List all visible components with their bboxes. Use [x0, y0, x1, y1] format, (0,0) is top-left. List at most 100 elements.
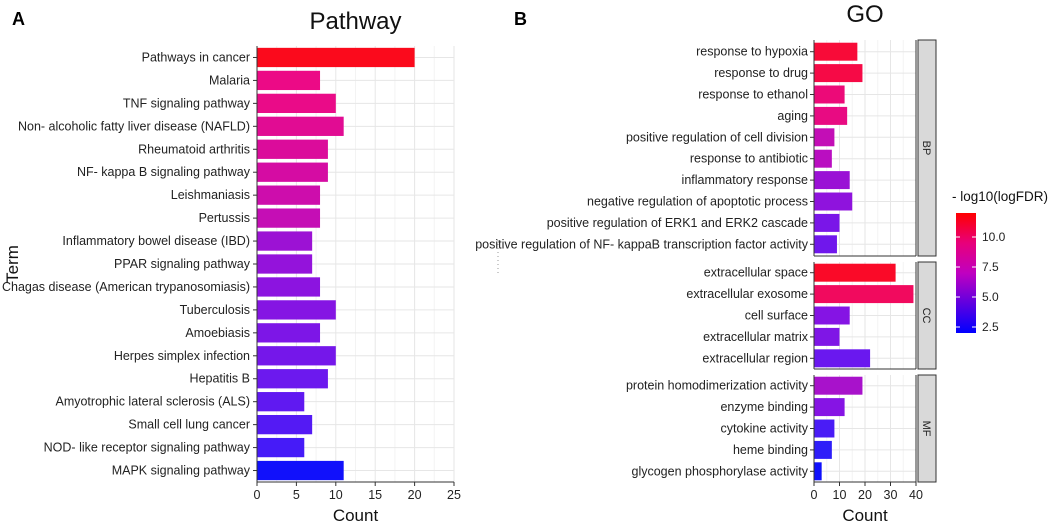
go-bar [814, 213, 840, 232]
pathway-term-label: NOD- like receptor signaling pathway [44, 441, 251, 455]
pathway-term-label: Chagas disease (American trypanosomiasis… [2, 280, 250, 294]
go-bar [814, 171, 850, 190]
go-facet-cc: extracellular space extracellular exosome… [686, 261, 937, 370]
pathway-bar [257, 369, 328, 389]
pathway-term-label: Inflammatory bowel disease (IBD) [62, 234, 250, 248]
go-bar [814, 349, 871, 368]
go-term-label: extracellular matrix [703, 330, 809, 344]
go-bar [814, 440, 832, 459]
x-tick-label: 15 [368, 488, 382, 502]
pathway-bar [257, 70, 321, 91]
pathway-x-ticks: 0 5 10 15 20 25 [254, 482, 461, 502]
legend-title: - log10(logFDR) [952, 189, 1048, 204]
go-bar [814, 235, 837, 254]
pathway-bar [257, 460, 344, 481]
go-x-ticks: 0 10 20 30 40 [811, 482, 923, 502]
go-term-label: response to antibiotic [690, 152, 808, 166]
go-facet-mf: protein homodimerization activity enzyme … [626, 374, 937, 483]
go-term-label: positive regulation of NF- kappaB transc… [475, 237, 809, 251]
facet-strip-label: CC [920, 308, 932, 324]
go-term-label: heme binding [733, 443, 808, 457]
pathway-term-label: MAPK signaling pathway [112, 464, 251, 478]
panel-label-a: A [12, 9, 25, 29]
go-term-label: glycogen phosphorylase activity [632, 464, 809, 478]
x-tick-label: 25 [447, 488, 461, 502]
pathway-bar [257, 139, 328, 159]
pathway-term-label: Tuberculosis [180, 303, 250, 317]
pathway-term-label: NF- kappa B signaling pathway [77, 165, 251, 179]
go-term-label: cell surface [745, 309, 808, 323]
facet-strip [917, 374, 937, 483]
pathway-bar [257, 47, 415, 68]
pathway-term-label: Non- alcoholic fatty liver disease (NAFL… [18, 119, 250, 133]
go-bar [814, 106, 848, 125]
go-bar [814, 376, 863, 395]
facet-strip-label: MF [920, 421, 932, 437]
pathway-x-axis-title: Count [333, 506, 379, 525]
go-bar [814, 462, 822, 481]
go-bar [814, 149, 832, 168]
pathway-term-label: PPAR signaling pathway [114, 257, 251, 271]
legend-tick-label: 5.0 [982, 290, 999, 304]
pathway-term-label: Pertussis [199, 211, 250, 225]
pathway-bar [257, 116, 344, 136]
legend-colorbar [956, 213, 976, 333]
pathway-term-label: Pathways in cancer [142, 50, 250, 64]
x-tick-label: 30 [884, 488, 898, 502]
x-tick-label: 0 [811, 488, 818, 502]
x-tick-label: 0 [254, 488, 261, 502]
pathway-term-label: TNF signaling pathway [123, 96, 251, 110]
go-term-label: positive regulation of ERK1 and ERK2 cas… [547, 216, 808, 230]
pathway-term-label: Herpes simplex infection [114, 349, 250, 363]
go-term-label: protein homodimerization activity [626, 379, 809, 393]
go-term-label: negative regulation of apoptotic process [587, 195, 808, 209]
pathway-bar [257, 231, 313, 251]
legend-tick-label: 2.5 [982, 320, 999, 334]
pathway-term-label: Malaria [209, 73, 250, 87]
go-bar [814, 263, 896, 282]
pathway-bar [257, 392, 305, 412]
legend-tick-label: 10.0 [982, 230, 1006, 244]
go-bar [814, 128, 835, 147]
pathway-term-label: Rheumatoid arthritis [138, 142, 250, 156]
go-term-label: extracellular exosome [686, 287, 808, 301]
pathway-term-label: Small cell lung cancer [128, 418, 250, 432]
pathway-bar [257, 346, 336, 366]
x-tick-label: 10 [329, 488, 343, 502]
go-term-label: extracellular region [702, 351, 808, 365]
facet-strip-label: BP [920, 141, 932, 156]
go-term-label: aging [777, 109, 808, 123]
pathway-term-label: Amyotrophic lateral sclerosis (ALS) [55, 395, 250, 409]
pathway-bar [257, 414, 313, 435]
pathway-bar [257, 437, 305, 458]
x-tick-label: 20 [858, 488, 872, 502]
pathway-term-label: Amoebiasis [185, 326, 250, 340]
go-bar [814, 64, 863, 83]
go-bar [814, 42, 858, 61]
go-facet-bp: response to hypoxia response to drug respo… [475, 39, 937, 257]
go-term-label: response to ethanol [698, 88, 808, 102]
pathway-bar [257, 93, 336, 114]
go-bar [814, 419, 835, 438]
go-title: GO [846, 1, 883, 28]
pathway-bar [257, 208, 321, 228]
pathway-bar [257, 300, 336, 320]
go-x-axis-title: Count [842, 506, 888, 525]
go-term-label: response to drug [714, 66, 808, 80]
x-tick-label: 5 [293, 488, 300, 502]
pathway-bar [257, 162, 328, 182]
go-term-label: inflammatory response [682, 173, 808, 187]
x-tick-label: 10 [833, 488, 847, 502]
go-bar [814, 285, 914, 304]
facet-strip [917, 39, 937, 257]
pathway-bar [257, 323, 321, 343]
go-bar [814, 398, 845, 417]
pathway-y-axis-title: Term [3, 245, 22, 283]
pathway-term-label: Leishmaniasis [171, 188, 250, 202]
go-bar [814, 327, 840, 346]
go-term-label: extracellular space [704, 266, 808, 280]
x-tick-label: 40 [909, 488, 923, 502]
go-bar [814, 306, 850, 325]
go-bar [814, 192, 853, 211]
